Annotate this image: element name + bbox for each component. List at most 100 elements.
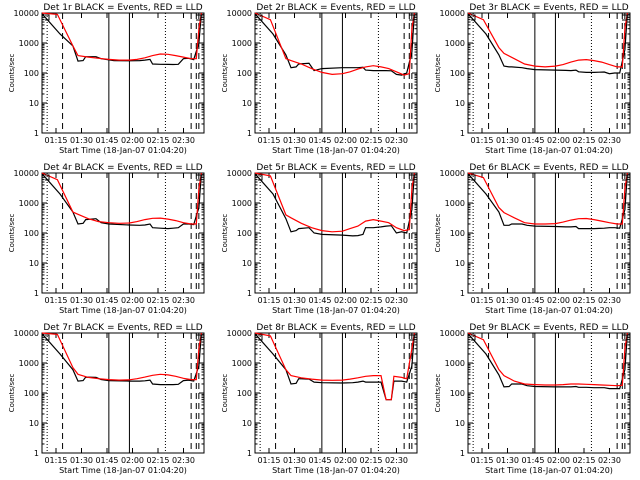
- y-tick-label: 10000: [440, 169, 465, 178]
- x-tick-label: 01:45: [308, 296, 331, 305]
- y-tick-label: 1: [34, 289, 39, 298]
- x-tick-label: 02:15: [146, 296, 169, 305]
- x-tick-label: 01:30: [496, 456, 519, 465]
- x-tick-label: 02:30: [385, 296, 408, 305]
- x-tick-label: 01:30: [283, 456, 306, 465]
- x-tick-label: 01:45: [308, 136, 331, 145]
- corner-mark: [45, 334, 50, 341]
- y-tick-label: 10000: [227, 329, 252, 338]
- events-series-line: [41, 332, 202, 386]
- y-tick-label: 10000: [227, 169, 252, 178]
- y-tick-label: 1: [34, 129, 39, 138]
- x-tick-label: 01:15: [257, 456, 280, 465]
- lld-series-line: [467, 12, 628, 68]
- y-tick-label: 1: [460, 449, 465, 458]
- y-tick-label: 100: [450, 69, 465, 78]
- x-axis-label: Start Time (18-Jan-07 01:04:20): [485, 306, 613, 315]
- plot-frame: [254, 12, 418, 134]
- x-tick-label: 02:00: [334, 136, 357, 145]
- y-axis-label: Counts/sec: [434, 54, 442, 93]
- y-tick-label: 1000: [232, 39, 252, 48]
- corner-mark: [258, 14, 263, 21]
- x-tick-label: 02:30: [172, 296, 195, 305]
- y-tick-label: 100: [450, 389, 465, 398]
- x-tick-label: 02:30: [385, 136, 408, 145]
- y-tick-label: 1000: [19, 359, 39, 368]
- y-tick-label: 1000: [445, 39, 465, 48]
- events-series-line: [41, 12, 202, 66]
- lld-series-line: [254, 332, 415, 401]
- events-series-line: [467, 172, 628, 230]
- x-tick-label: 02:15: [572, 296, 595, 305]
- lld-series-line: [254, 12, 415, 76]
- chart-title: Det 7r BLACK = Events, RED = LLD: [43, 323, 202, 333]
- events-series-line: [41, 172, 202, 230]
- y-tick-label: 1000: [445, 359, 465, 368]
- x-tick-label: 01:45: [95, 296, 118, 305]
- x-axis-label: Start Time (18-Jan-07 01:04:20): [272, 306, 400, 315]
- x-tick-label: 02:30: [598, 296, 621, 305]
- y-tick-label: 10: [29, 419, 39, 428]
- y-tick-label: 1000: [19, 199, 39, 208]
- x-tick-label: 01:15: [470, 296, 493, 305]
- x-tick-label: 02:15: [359, 456, 382, 465]
- events-series-line: [254, 12, 415, 76]
- events-series-line: [254, 332, 415, 401]
- y-tick-label: 10000: [440, 9, 465, 18]
- corner-mark: [196, 334, 202, 341]
- lld-series-line: [467, 332, 628, 387]
- x-tick-label: 01:30: [283, 296, 306, 305]
- x-axis-label: Start Time (18-Jan-07 01:04:20): [59, 466, 187, 475]
- x-axis-label: Start Time (18-Jan-07 01:04:20): [59, 146, 187, 155]
- events-series-line: [467, 332, 628, 390]
- y-tick-label: 100: [24, 69, 39, 78]
- chart-panel-6: Det 6r BLACK = Events, RED = LLD 1 10 100 10…: [434, 163, 631, 315]
- chart-panel-1: Det 1r BLACK = Events, RED = LLD 1 10 100 10…: [8, 3, 205, 155]
- lld-series-line: [41, 332, 202, 381]
- x-tick-label: 01:15: [44, 296, 67, 305]
- lld-series-line: [41, 12, 202, 61]
- corner-mark: [622, 14, 628, 21]
- chart-title: Det 1r BLACK = Events, RED = LLD: [43, 3, 202, 13]
- chart-panel-7: Det 7r BLACK = Events, RED = LLD 1 10 100 10…: [8, 323, 205, 475]
- y-axis-label: Counts/sec: [221, 374, 229, 413]
- plot-frame: [467, 332, 631, 454]
- corner-mark: [409, 14, 415, 21]
- y-tick-label: 1: [247, 129, 252, 138]
- y-tick-label: 1000: [232, 359, 252, 368]
- corner-mark: [622, 174, 628, 181]
- x-tick-label: 02:15: [146, 456, 169, 465]
- y-tick-label: 1: [34, 449, 39, 458]
- y-tick-label: 10000: [14, 169, 39, 178]
- y-tick-label: 1: [247, 449, 252, 458]
- x-tick-label: 02:00: [121, 456, 144, 465]
- y-tick-label: 10: [242, 419, 252, 428]
- y-tick-label: 10: [455, 419, 465, 428]
- events-series-line: [254, 172, 415, 237]
- chart-title: Det 8r BLACK = Events, RED = LLD: [256, 323, 415, 333]
- x-axis-label: Start Time (18-Jan-07 01:04:20): [485, 466, 613, 475]
- y-tick-label: 1: [460, 289, 465, 298]
- chart-title: Det 3r BLACK = Events, RED = LLD: [469, 3, 628, 13]
- y-axis-label: Counts/sec: [221, 214, 229, 253]
- y-tick-label: 10000: [14, 9, 39, 18]
- x-tick-label: 02:00: [547, 136, 570, 145]
- x-tick-label: 02:00: [547, 456, 570, 465]
- x-tick-label: 02:00: [121, 136, 144, 145]
- chart-panel-3: Det 3r BLACK = Events, RED = LLD 1 10 100 10…: [434, 3, 631, 155]
- y-tick-label: 1000: [232, 199, 252, 208]
- y-tick-label: 10: [242, 259, 252, 268]
- corner-mark: [471, 334, 476, 341]
- y-tick-label: 10000: [440, 329, 465, 338]
- x-tick-label: 02:15: [572, 136, 595, 145]
- x-tick-label: 02:15: [146, 136, 169, 145]
- x-tick-label: 02:15: [572, 456, 595, 465]
- x-tick-label: 01:45: [308, 456, 331, 465]
- y-tick-label: 100: [24, 229, 39, 238]
- x-tick-label: 01:45: [95, 136, 118, 145]
- chart-title: Det 6r BLACK = Events, RED = LLD: [469, 163, 628, 173]
- x-tick-label: 01:45: [521, 136, 544, 145]
- chart-panel-2: Det 2r BLACK = Events, RED = LLD 1 10 100 10…: [221, 3, 418, 155]
- y-axis-label: Counts/sec: [221, 54, 229, 93]
